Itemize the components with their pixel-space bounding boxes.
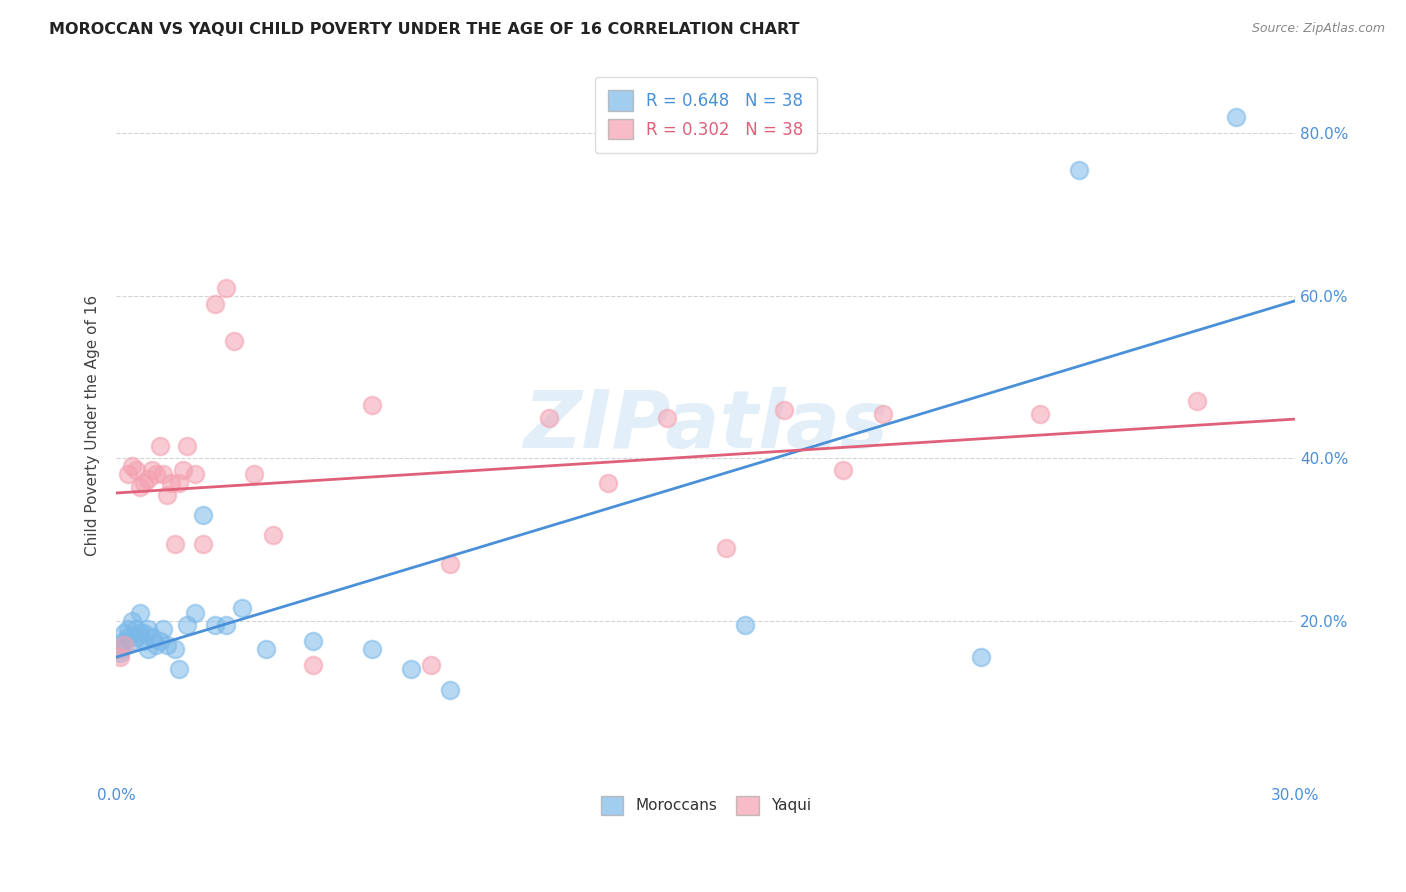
Point: [117, 467, 139, 482]
Y-axis label: Child Poverty Under the Age of 16: Child Poverty Under the Age of 16: [86, 295, 100, 557]
Point: [125, 463, 148, 477]
Point: [172, 463, 194, 477]
Point: [108, 650, 131, 665]
Point: [301, 658, 323, 673]
Point: [121, 634, 143, 648]
Point: [832, 463, 855, 477]
Point: [148, 634, 170, 648]
Point: [537, 410, 560, 425]
Point: [132, 475, 155, 490]
Point: [128, 480, 150, 494]
Point: [231, 601, 253, 615]
Point: [152, 622, 174, 636]
Point: [360, 642, 382, 657]
Point: [165, 642, 187, 657]
Point: [596, 475, 619, 490]
Point: [148, 439, 170, 453]
Point: [121, 459, 143, 474]
Point: [191, 536, 214, 550]
Point: [191, 508, 214, 522]
Point: [872, 407, 894, 421]
Point: [112, 634, 135, 648]
Legend: Moroccans, Yaqui: Moroccans, Yaqui: [591, 785, 823, 825]
Point: [655, 410, 678, 425]
Point: [132, 634, 155, 648]
Point: [1225, 110, 1247, 124]
Point: [145, 467, 167, 482]
Point: [136, 471, 159, 485]
Point: [176, 617, 198, 632]
Point: [145, 638, 167, 652]
Point: [165, 536, 187, 550]
Point: [167, 475, 190, 490]
Point: [121, 614, 143, 628]
Point: [773, 402, 796, 417]
Point: [254, 642, 277, 657]
Point: [204, 617, 226, 632]
Point: [1029, 407, 1052, 421]
Point: [128, 606, 150, 620]
Point: [419, 658, 441, 673]
Point: [714, 541, 737, 555]
Point: [399, 662, 422, 676]
Point: [263, 528, 285, 542]
Point: [301, 634, 323, 648]
Point: [152, 467, 174, 482]
Point: [970, 650, 993, 665]
Point: [136, 622, 159, 636]
Point: [156, 638, 179, 652]
Point: [117, 630, 139, 644]
Point: [184, 606, 207, 620]
Point: [128, 625, 150, 640]
Point: [141, 463, 163, 477]
Point: [167, 662, 190, 676]
Point: [176, 439, 198, 453]
Point: [243, 467, 266, 482]
Point: [184, 467, 207, 482]
Point: [734, 617, 756, 632]
Point: [125, 630, 148, 644]
Point: [117, 622, 139, 636]
Point: [224, 334, 246, 348]
Point: [156, 488, 179, 502]
Point: [112, 638, 135, 652]
Point: [125, 622, 148, 636]
Point: [1185, 394, 1208, 409]
Text: ZIPatlas: ZIPatlas: [523, 387, 889, 465]
Point: [136, 642, 159, 657]
Point: [112, 625, 135, 640]
Point: [439, 557, 461, 571]
Point: [132, 625, 155, 640]
Point: [439, 682, 461, 697]
Point: [360, 399, 382, 413]
Point: [108, 646, 131, 660]
Point: [1069, 163, 1091, 178]
Point: [215, 617, 238, 632]
Point: [160, 475, 183, 490]
Text: MOROCCAN VS YAQUI CHILD POVERTY UNDER THE AGE OF 16 CORRELATION CHART: MOROCCAN VS YAQUI CHILD POVERTY UNDER TH…: [49, 22, 800, 37]
Point: [204, 297, 226, 311]
Point: [108, 642, 131, 657]
Text: Source: ZipAtlas.com: Source: ZipAtlas.com: [1251, 22, 1385, 36]
Point: [215, 281, 238, 295]
Point: [141, 630, 163, 644]
